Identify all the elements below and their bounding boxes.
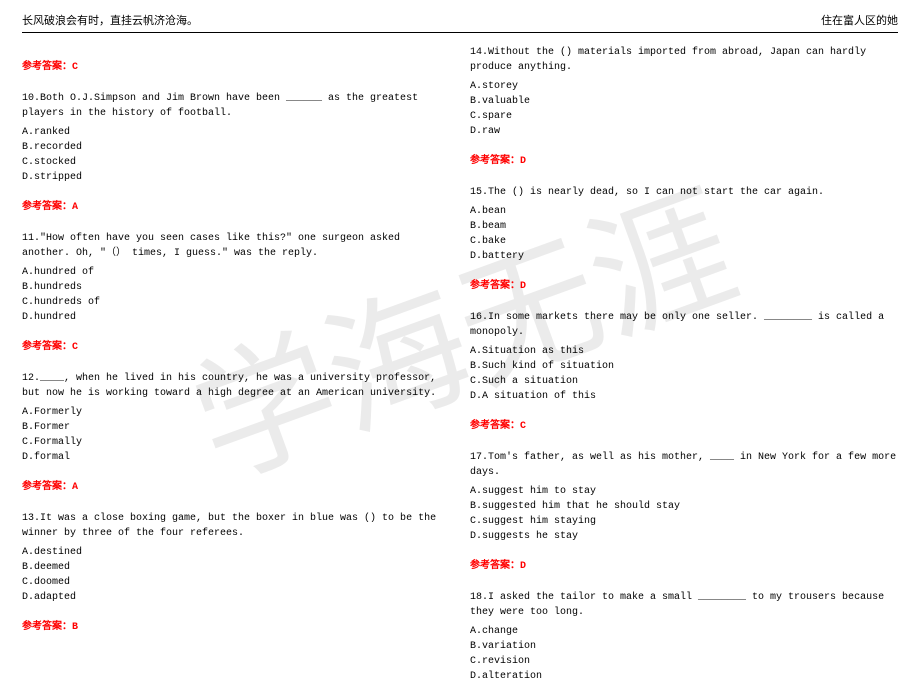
question-option: D.raw: [470, 124, 898, 139]
content-columns: 参考答案：C 10.Both O.J.Simpson and Jim Brown …: [22, 45, 898, 690]
question-option: B.recorded: [22, 140, 450, 155]
question-option: C.Such a situation: [470, 374, 898, 389]
question-option: C.revision: [470, 654, 898, 669]
header-left: 长风破浪会有时，直挂云帆济沧海。: [22, 12, 198, 28]
question-option: C.bake: [470, 234, 898, 249]
question-option: C.stocked: [22, 155, 450, 170]
question-text: 13.It was a close boxing game, but the b…: [22, 511, 450, 541]
header-right: 住在富人区的她: [821, 12, 898, 28]
answer-line: 参考答案：D: [470, 556, 898, 572]
answer-line: 参考答案：A: [22, 477, 450, 493]
question-text: 11."How often have you seen cases like t…: [22, 231, 450, 261]
question-option: A.hundred of: [22, 265, 450, 280]
question-text: 10.Both O.J.Simpson and Jim Brown have b…: [22, 91, 450, 121]
question-option: D.hundred: [22, 310, 450, 325]
answer-line: 参考答案：B: [22, 617, 450, 633]
left-column: 参考答案：C 10.Both O.J.Simpson and Jim Brown …: [22, 45, 450, 690]
question-text: 18.I asked the tailor to make a small __…: [470, 590, 898, 620]
question-option: D.adapted: [22, 590, 450, 605]
question-option: A.Formerly: [22, 405, 450, 420]
question-block: 17.Tom's father, as well as his mother, …: [470, 450, 898, 544]
question-option: B.suggested him that he should stay: [470, 499, 898, 514]
question-block: 14.Without the () materials imported fro…: [470, 45, 898, 139]
question-option: C.suggest him staying: [470, 514, 898, 529]
answer-line: 参考答案：A: [22, 197, 450, 213]
question-text: 15.The () is nearly dead, so I can not s…: [470, 185, 898, 200]
question-block: 16.In some markets there may be only one…: [470, 310, 898, 404]
question-block: 18.I asked the tailor to make a small __…: [470, 590, 898, 684]
question-block: 10.Both O.J.Simpson and Jim Brown have b…: [22, 91, 450, 185]
question-option: B.valuable: [470, 94, 898, 109]
question-option: A.Situation as this: [470, 344, 898, 359]
question-option: D.stripped: [22, 170, 450, 185]
answer-line: 参考答案：C: [22, 337, 450, 353]
page-content: 长风破浪会有时，直挂云帆济沧海。 住在富人区的她 参考答案：C 10.Both O…: [0, 0, 920, 698]
question-option: C.Formally: [22, 435, 450, 450]
question-option: B.Former: [22, 420, 450, 435]
question-option: A.bean: [470, 204, 898, 219]
question-option: A.ranked: [22, 125, 450, 140]
question-option: A.destined: [22, 545, 450, 560]
question-option: C.doomed: [22, 575, 450, 590]
answer-line: 参考答案：C: [470, 416, 898, 432]
right-column: 14.Without the () materials imported fro…: [470, 45, 898, 690]
question-option: D.alteration: [470, 669, 898, 684]
question-text: 16.In some markets there may be only one…: [470, 310, 898, 340]
question-block: 12.____, when he lived in his country, h…: [22, 371, 450, 465]
question-option: D.battery: [470, 249, 898, 264]
question-option: D.suggests he stay: [470, 529, 898, 544]
question-option: B.hundreds: [22, 280, 450, 295]
question-option: D.formal: [22, 450, 450, 465]
question-option: A.storey: [470, 79, 898, 94]
answer-line: 参考答案：D: [470, 276, 898, 292]
question-option: A.suggest him to stay: [470, 484, 898, 499]
question-option: C.spare: [470, 109, 898, 124]
question-block: 13.It was a close boxing game, but the b…: [22, 511, 450, 605]
question-option: A.change: [470, 624, 898, 639]
question-text: 14.Without the () materials imported fro…: [470, 45, 898, 75]
question-block: 11."How often have you seen cases like t…: [22, 231, 450, 325]
question-block: 15.The () is nearly dead, so I can not s…: [470, 185, 898, 264]
question-option: C.hundreds of: [22, 295, 450, 310]
question-option: D.A situation of this: [470, 389, 898, 404]
question-option: B.variation: [470, 639, 898, 654]
question-option: B.Such kind of situation: [470, 359, 898, 374]
question-option: B.deemed: [22, 560, 450, 575]
question-text: 12.____, when he lived in his country, h…: [22, 371, 450, 401]
answer-line: 参考答案：D: [470, 151, 898, 167]
answer-line: 参考答案：C: [22, 57, 450, 73]
page-header: 长风破浪会有时，直挂云帆济沧海。 住在富人区的她: [22, 12, 898, 33]
question-text: 17.Tom's father, as well as his mother, …: [470, 450, 898, 480]
question-option: B.beam: [470, 219, 898, 234]
